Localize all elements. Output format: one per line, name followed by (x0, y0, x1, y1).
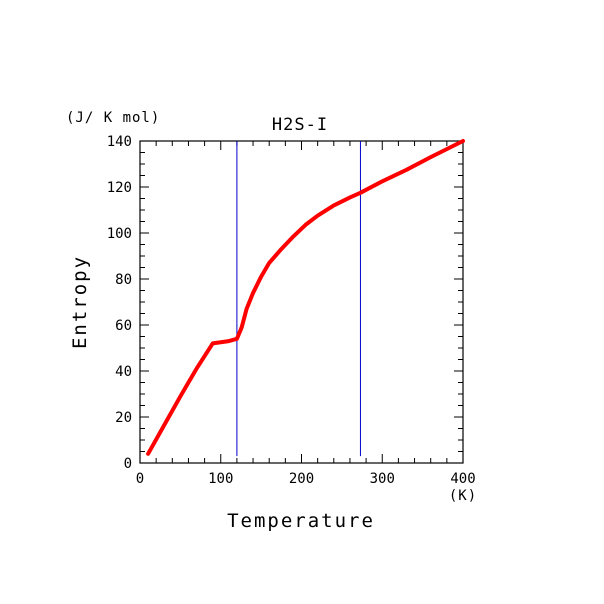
plot-frame (139, 140, 464, 464)
y-tick-label: 20 (115, 410, 132, 426)
y-tick-label: 0 (124, 456, 132, 472)
x-tick-label: 400 (450, 471, 475, 487)
x-axis-label: Temperature (227, 510, 375, 532)
y-tick-label: 60 (115, 318, 132, 334)
x-tick-label: 0 (136, 471, 144, 487)
axes (139, 140, 464, 464)
y-tick-label: 120 (107, 180, 132, 196)
y-unit-label: (J/ K mol) (66, 110, 160, 126)
y-axis-label: Entropy (69, 255, 91, 349)
x-tick-label: 100 (208, 471, 233, 487)
x-tick-label: 200 (289, 471, 314, 487)
x-unit-label: (K) (449, 488, 477, 504)
series (146, 139, 465, 456)
y-tick-label: 40 (115, 364, 132, 380)
y-tick-label: 140 (107, 134, 132, 150)
phase-transition-lines (236, 141, 361, 457)
entropy-curve (146, 139, 465, 456)
y-tick-label: 80 (115, 272, 132, 288)
chart-title: H2S-I (272, 115, 328, 135)
x-tick-label: 300 (370, 471, 395, 487)
y-tick-label: 100 (107, 226, 132, 242)
tick-labels: 0 100 200 300 400 0 20 40 60 80 100 120 140 (107, 134, 476, 487)
ticks (139, 140, 464, 464)
